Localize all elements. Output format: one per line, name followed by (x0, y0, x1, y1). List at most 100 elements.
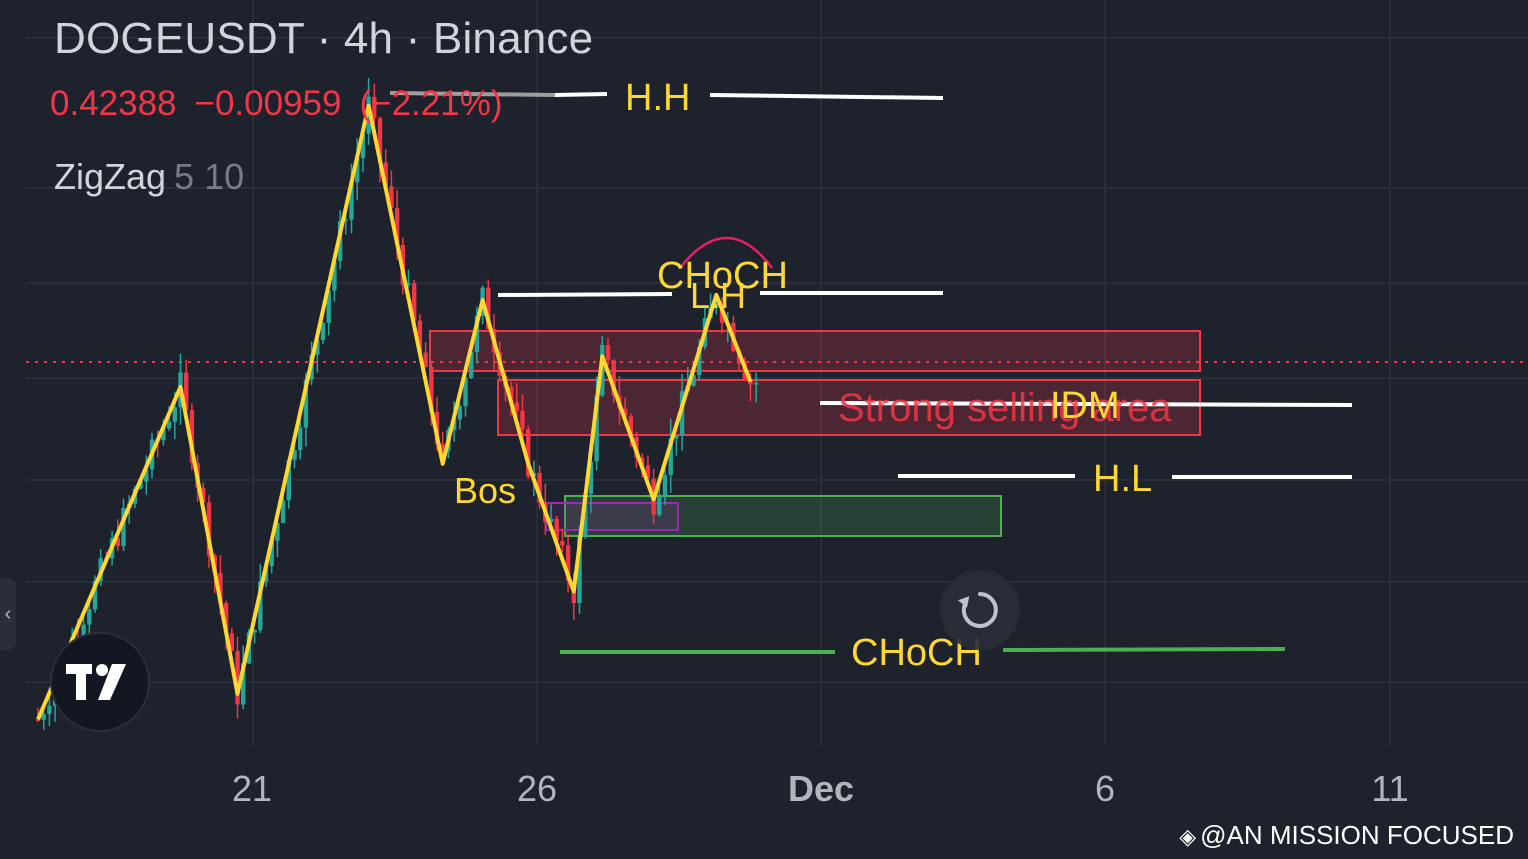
x-tick-label: Dec (787, 768, 855, 809)
candle-bull (144, 469, 149, 482)
candle-bear (201, 487, 206, 503)
reset-button[interactable] (940, 570, 1020, 650)
candle-bull (360, 133, 366, 159)
candle-bull (280, 500, 286, 524)
candle-bear (486, 287, 491, 329)
choch-green-line-right (1002, 647, 1286, 652)
candle-bear (229, 633, 234, 651)
label-bos: Bos (454, 470, 516, 511)
binance-icon: ◈ (1179, 824, 1197, 849)
candle-bull (326, 290, 331, 323)
candle-bear (748, 379, 753, 385)
candle-bull (332, 260, 337, 291)
candle-bull (172, 407, 177, 422)
chevron-left-icon[interactable]: ‹ (0, 578, 16, 650)
candle-bear (417, 320, 423, 353)
idm-line (819, 401, 1353, 407)
candle-bear (423, 352, 428, 367)
label-idm: IDM (1050, 385, 1120, 427)
tradingview-logo[interactable] (50, 632, 150, 732)
candle-bear (377, 118, 383, 163)
candle-bull (315, 340, 320, 355)
candle-bull (303, 379, 309, 428)
candle-bull (258, 581, 263, 630)
indicator-name: ZigZag (54, 156, 167, 197)
candle-bull (275, 523, 280, 541)
x-tick-label: 21 (231, 768, 273, 809)
candle-bull (469, 351, 474, 378)
watermark-text: @AN MISSION FOCUSED (1200, 820, 1514, 850)
candle-bull (474, 315, 480, 352)
hh-line-left (554, 92, 608, 97)
candle-bear (628, 416, 633, 437)
candle-bear (560, 540, 565, 546)
candle-bull (674, 435, 679, 439)
candle-bull (166, 421, 172, 429)
indicator-legend[interactable]: ZigZag 5 10 (54, 156, 244, 198)
candle-bull (92, 581, 98, 610)
label-strong-selling: Strong selling area (838, 386, 1172, 430)
indicator-params: 5 10 (174, 156, 245, 197)
label-lh: L.H (690, 275, 746, 316)
candle-bull (138, 481, 143, 489)
label-hl: H.L (1093, 458, 1152, 500)
candle-bull (548, 518, 554, 523)
lh-line-left (497, 292, 673, 297)
candle-bear (611, 360, 616, 396)
candle-bull (657, 496, 662, 515)
candle-bull (577, 537, 582, 604)
candle-bear (206, 502, 212, 556)
candle-bear (520, 410, 525, 430)
candle-bull (355, 158, 360, 183)
choch-arc (679, 236, 773, 269)
candle-bull (662, 474, 668, 497)
candle-bull (81, 624, 86, 641)
candle-bear (526, 429, 531, 477)
candle-bear (440, 444, 445, 452)
candle-bull (457, 406, 462, 420)
candle-bear (554, 518, 559, 541)
candle-bull (47, 705, 52, 714)
candle-bear (514, 402, 519, 411)
candle-bull (161, 428, 166, 441)
price-change-pct: (−2.21%) (359, 84, 503, 123)
chart-header: DOGEUSDT · 4h · Binance 0.42388 −0.00959 (… (50, 14, 594, 197)
price-info: 0.42388 −0.00959 (−2.21%) (50, 84, 521, 124)
candle-bull (121, 508, 126, 547)
candle-bull (588, 461, 594, 495)
candle-bull (269, 540, 274, 567)
candle-bear (640, 457, 645, 466)
selling-zone-upper (429, 330, 1201, 372)
candle-bull (406, 283, 411, 285)
candle-bull (41, 713, 46, 720)
candle-bull (668, 438, 673, 475)
candle-bull (252, 629, 257, 633)
candle-bear (35, 719, 41, 721)
candle-bear (383, 162, 388, 187)
candle-bear (389, 186, 394, 209)
hh-line-right (709, 93, 944, 100)
candle-bull (754, 383, 759, 385)
candle-bear (412, 283, 417, 321)
candle-bear (372, 96, 377, 119)
candle-bull (343, 219, 348, 222)
candle-bull (292, 450, 297, 460)
candle-bear (645, 465, 651, 479)
candle-bull (298, 427, 303, 451)
zigzag-line (36, 103, 753, 721)
symbol-title[interactable]: DOGEUSDT · 4h · Binance (54, 14, 594, 63)
x-tick-label: 11 (1371, 768, 1409, 809)
candle-bull (463, 377, 468, 407)
candle-bull (594, 395, 599, 462)
candle-bull (691, 375, 696, 386)
grey-hh-line (389, 91, 556, 97)
candle-bull (714, 302, 719, 308)
candle-bear (235, 650, 240, 705)
candle-bull (286, 459, 291, 501)
candle-bear (622, 408, 628, 417)
watermark: ◈ @AN MISSION FOCUSED (1179, 820, 1514, 851)
candle-bull (241, 663, 246, 705)
candle-bear (537, 472, 542, 503)
last-price: 0.42388 (50, 84, 177, 123)
